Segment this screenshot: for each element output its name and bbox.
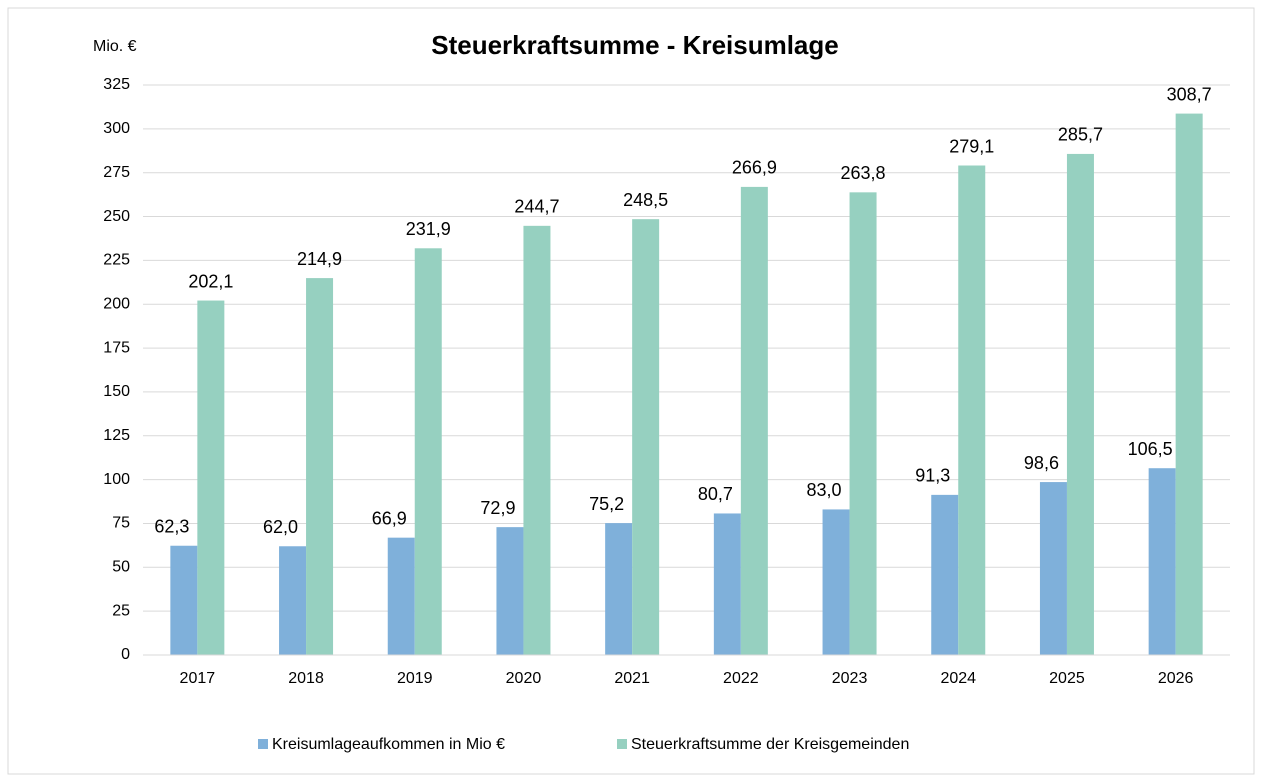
y-tick-label: 200 [103, 295, 130, 312]
bar [605, 523, 633, 655]
value-label: 279,1 [949, 136, 994, 156]
y-tick-label: 100 [103, 471, 130, 488]
bar [414, 248, 442, 655]
bar [931, 494, 959, 655]
value-label: 248,5 [623, 190, 668, 210]
y-tick-label: 225 [103, 252, 130, 269]
y-tick-label: 0 [121, 646, 130, 663]
bar [387, 537, 415, 655]
value-label: 266,9 [732, 158, 777, 178]
x-tick-label: 2019 [397, 670, 433, 687]
y-tick-label: 75 [112, 515, 130, 532]
legend-label: Kreisumlageaufkommen in Mio € [272, 736, 505, 753]
bar [1039, 482, 1067, 655]
x-tick-label: 2026 [1158, 670, 1194, 687]
x-tick-label: 2024 [940, 670, 976, 687]
value-label: 202,1 [188, 271, 233, 291]
y-tick-label: 175 [103, 339, 130, 356]
bar [822, 509, 850, 655]
y-tick-label: 250 [103, 208, 130, 225]
bar [1066, 153, 1094, 655]
x-tick-label: 2021 [614, 670, 650, 687]
value-label: 263,8 [841, 163, 886, 183]
x-tick-label: 2017 [180, 670, 216, 687]
x-tick-label: 2022 [723, 670, 759, 687]
y-tick-label: 150 [103, 383, 130, 400]
bar [1175, 113, 1203, 655]
value-label: 244,7 [514, 197, 559, 217]
x-tick-label: 2018 [288, 670, 324, 687]
y-tick-label: 125 [103, 427, 130, 444]
value-label: 285,7 [1058, 125, 1103, 145]
value-label: 66,9 [372, 508, 407, 528]
bar [958, 165, 986, 656]
value-label: 83,0 [807, 480, 842, 500]
y-tick-label: 325 [103, 76, 130, 93]
y-axis-label: Mio. € [93, 38, 137, 55]
bar [197, 300, 225, 655]
bar [1148, 468, 1176, 655]
value-label: 308,7 [1167, 84, 1212, 104]
bar [306, 278, 334, 655]
value-label: 106,5 [1128, 439, 1173, 459]
value-label: 62,3 [154, 516, 189, 536]
x-tick-label: 2025 [1049, 670, 1085, 687]
value-label: 98,6 [1024, 453, 1059, 473]
bar [632, 219, 660, 655]
bar [496, 527, 524, 655]
value-label: 231,9 [406, 219, 451, 239]
x-tick-label: 2020 [506, 670, 542, 687]
y-tick-label: 50 [112, 559, 130, 576]
legend-label: Steuerkraftsumme der Kreisgemeinden [631, 736, 909, 753]
legend-swatch [258, 739, 268, 749]
value-label: 72,9 [480, 498, 515, 518]
y-tick-label: 300 [103, 120, 130, 137]
bar [713, 513, 741, 655]
value-label: 62,0 [263, 517, 298, 537]
value-label: 80,7 [698, 484, 733, 504]
value-label: 91,3 [915, 466, 950, 486]
bar [523, 225, 551, 655]
legend-swatch [617, 739, 627, 749]
bar [170, 545, 198, 655]
y-tick-label: 25 [112, 602, 130, 619]
bar [849, 192, 877, 655]
chart-title: Steuerkraftsumme - Kreisumlage [431, 30, 838, 60]
bar [279, 546, 307, 655]
bar [740, 186, 768, 655]
value-label: 75,2 [589, 494, 624, 514]
y-tick-label: 275 [103, 164, 130, 181]
x-tick-label: 2023 [832, 670, 868, 687]
value-label: 214,9 [297, 249, 342, 269]
